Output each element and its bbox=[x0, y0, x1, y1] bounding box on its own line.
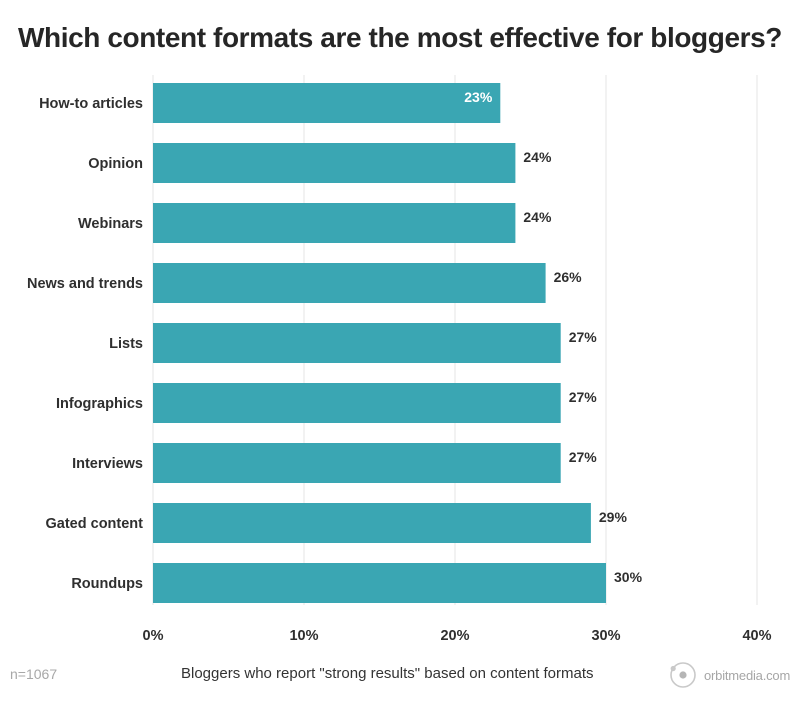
value-label-4: 27% bbox=[569, 329, 598, 345]
bar-2 bbox=[153, 203, 515, 243]
bar-5 bbox=[153, 383, 561, 423]
sample-size: n=1067 bbox=[10, 666, 57, 682]
category-label-8: Roundups bbox=[71, 576, 143, 592]
bar-8 bbox=[153, 563, 606, 603]
category-label-3: News and trends bbox=[27, 276, 143, 292]
brand-name: orbitmedia.com bbox=[704, 668, 790, 683]
value-label-3: 26% bbox=[554, 269, 583, 285]
category-label-2: Webinars bbox=[78, 216, 143, 232]
category-label-4: Lists bbox=[109, 336, 143, 352]
category-label-0: How-to articles bbox=[39, 96, 143, 112]
x-tick-label-3: 30% bbox=[591, 628, 620, 644]
bar-3 bbox=[153, 263, 546, 303]
value-label-2: 24% bbox=[523, 209, 552, 225]
value-label-0: 23% bbox=[464, 89, 493, 105]
x-tick-label-1: 10% bbox=[289, 628, 318, 644]
bar-0 bbox=[153, 83, 500, 123]
category-label-5: Infographics bbox=[56, 396, 143, 412]
bar-4 bbox=[153, 323, 561, 363]
category-label-6: Interviews bbox=[72, 456, 143, 472]
value-label-7: 29% bbox=[599, 509, 628, 525]
brand-logo: orbitmedia.com bbox=[668, 660, 790, 690]
category-label-7: Gated content bbox=[46, 516, 144, 532]
value-label-5: 27% bbox=[569, 389, 598, 405]
x-tick-label-2: 20% bbox=[440, 628, 469, 644]
x-axis-caption: Bloggers who report "strong results" bas… bbox=[181, 665, 594, 682]
value-label-8: 30% bbox=[614, 569, 643, 585]
bar-1 bbox=[153, 143, 515, 183]
bar-6 bbox=[153, 443, 561, 483]
orbit-logo-icon bbox=[668, 660, 698, 690]
x-tick-label-0: 0% bbox=[143, 628, 164, 644]
category-label-1: Opinion bbox=[88, 156, 143, 172]
value-label-6: 27% bbox=[569, 449, 598, 465]
value-label-1: 24% bbox=[523, 149, 552, 165]
x-tick-label-4: 40% bbox=[742, 628, 771, 644]
bar-7 bbox=[153, 503, 591, 543]
